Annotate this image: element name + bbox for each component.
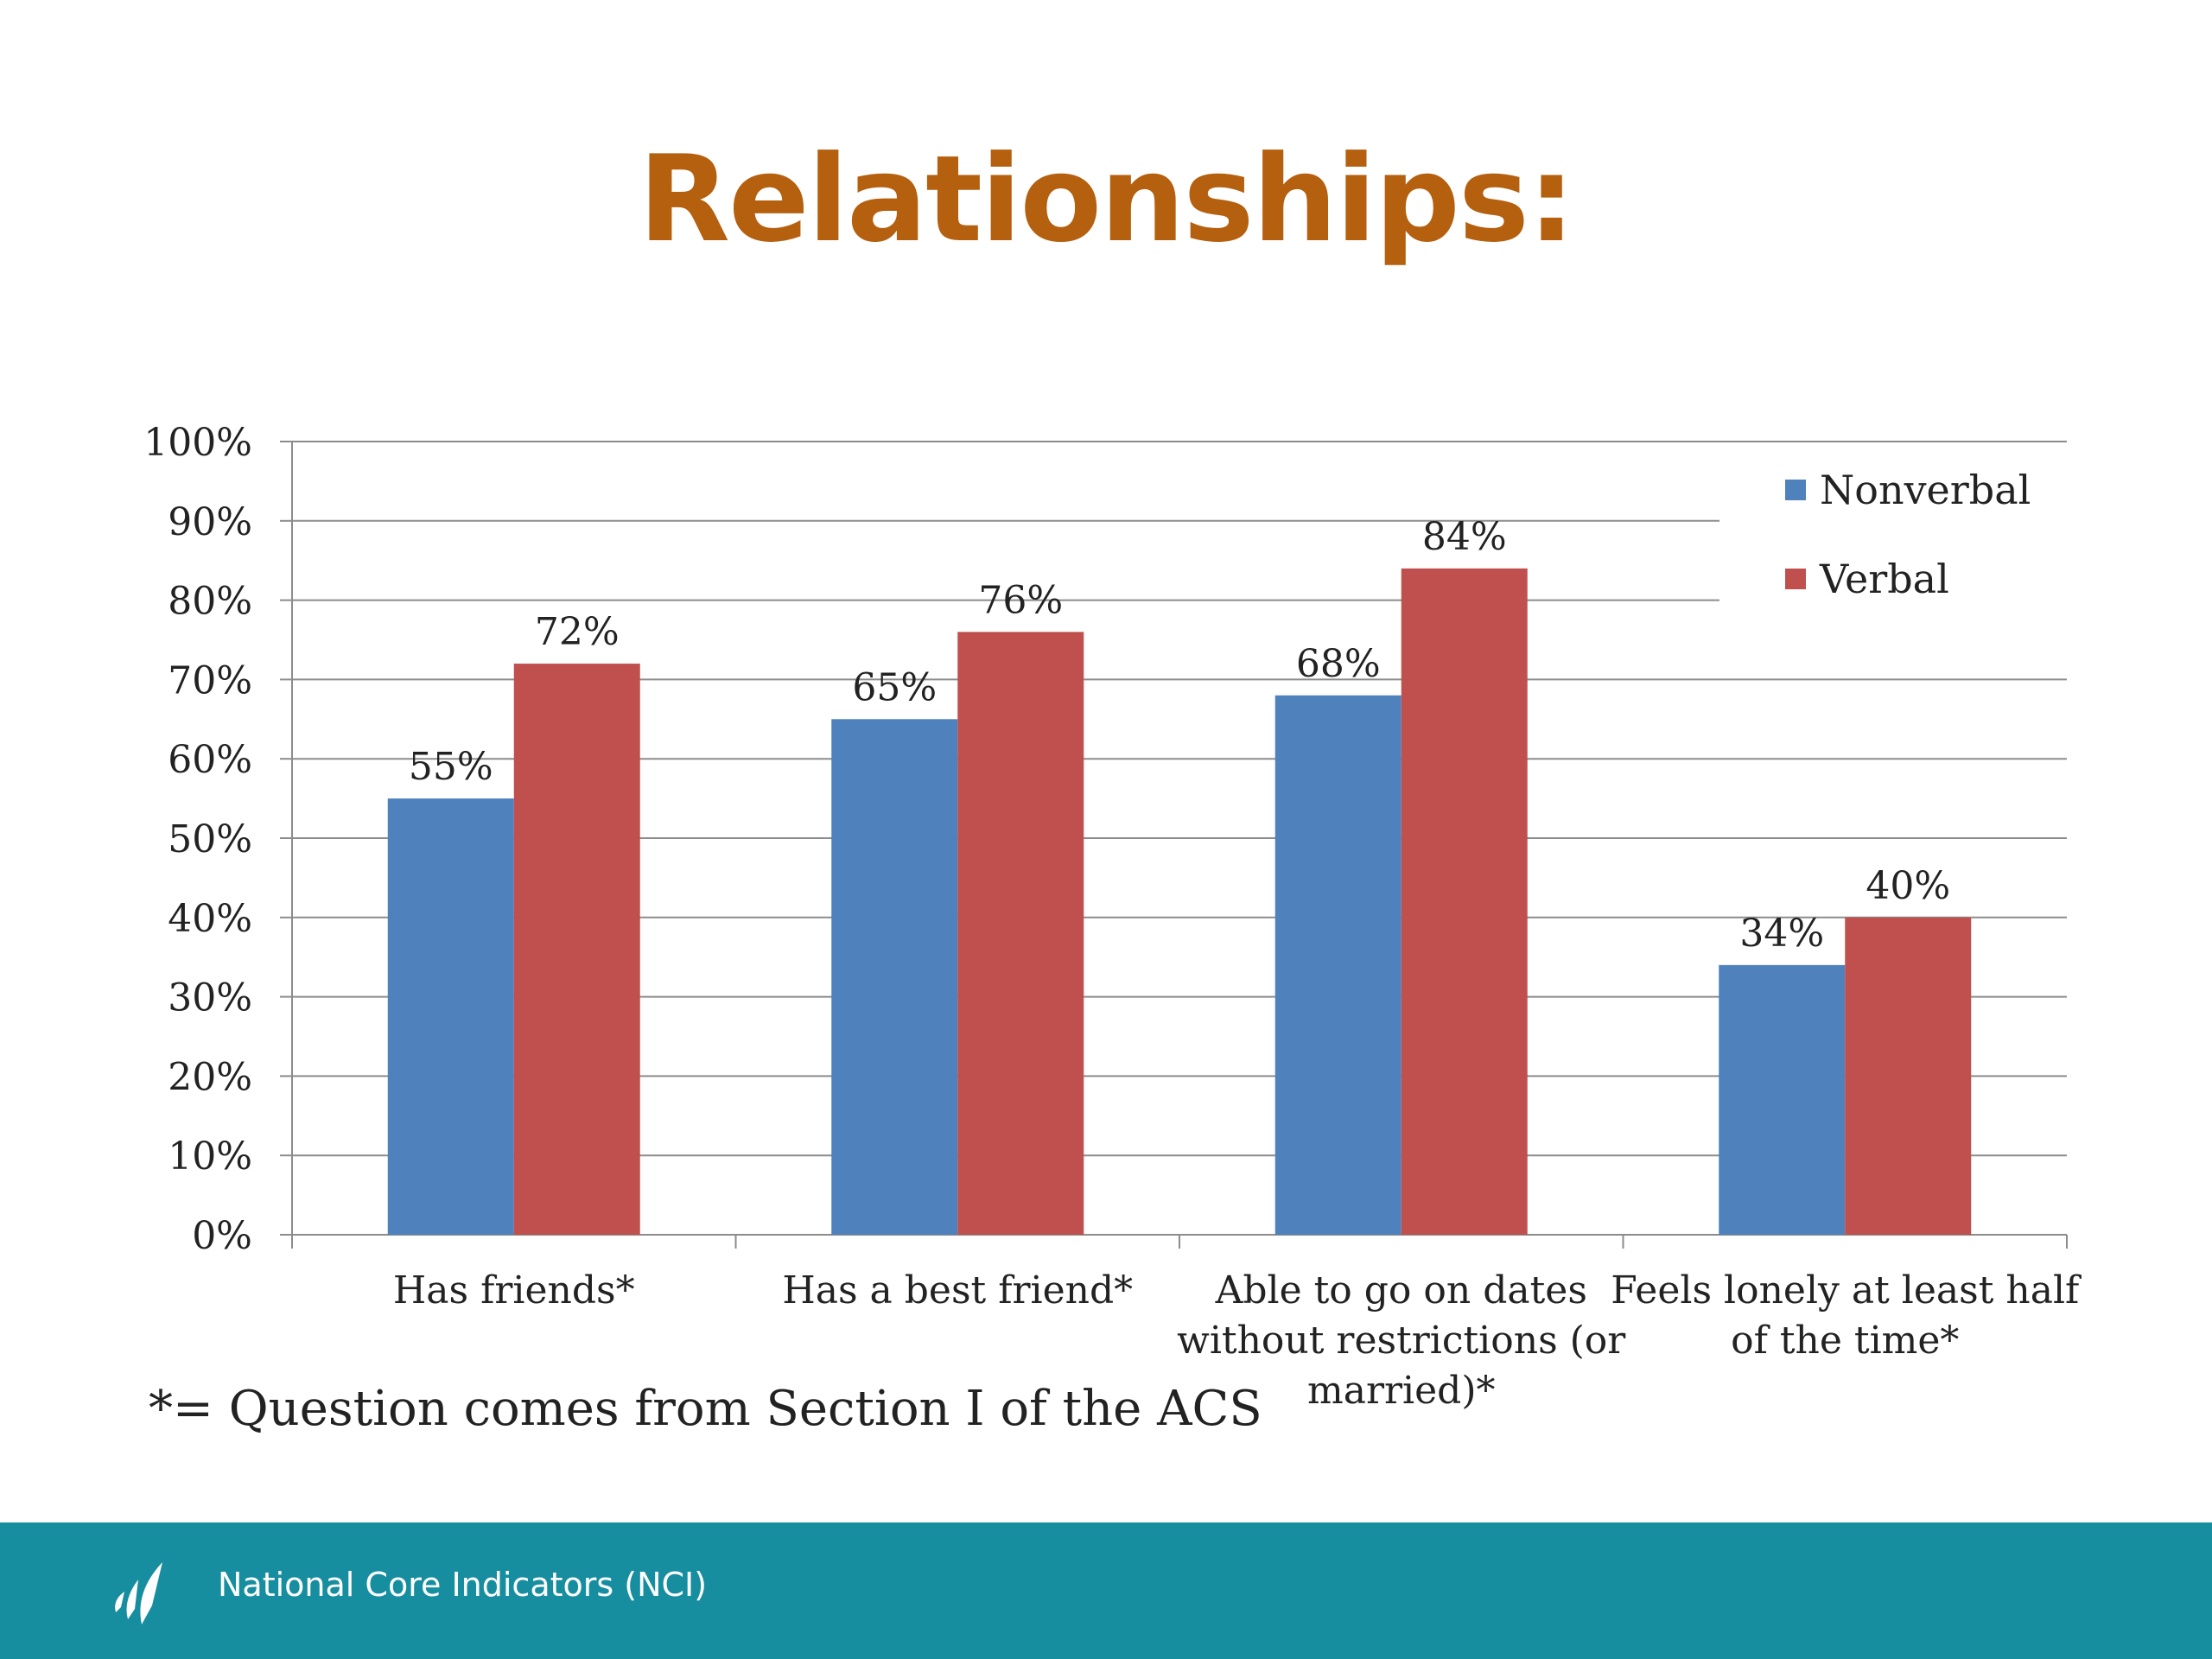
y-tick-label: 90% xyxy=(168,500,252,544)
bar-nonverbal xyxy=(831,719,958,1235)
y-tick-label: 50% xyxy=(168,817,252,861)
bar-verbal xyxy=(513,664,640,1235)
y-tick-label: 60% xyxy=(168,738,252,782)
x-category-label: without restrictions (or xyxy=(1177,1319,1626,1363)
y-tick-label: 80% xyxy=(168,580,252,624)
bar-verbal xyxy=(1845,917,1972,1235)
legend-swatch-verbal xyxy=(1785,569,1806,589)
bar-chart: 0% 10% 20% 30% 40% 50% 60% 70% 80% 90% 100% 55% 72% H… xyxy=(143,421,2082,1413)
y-tick-label: 100% xyxy=(143,421,252,465)
y-tick-label: 30% xyxy=(168,976,252,1020)
legend-label: Verbal xyxy=(1819,556,1949,602)
legend-label: Nonverbal xyxy=(1820,467,2031,513)
data-label: 84% xyxy=(1422,515,1507,559)
data-label: 72% xyxy=(535,610,620,654)
data-label: 68% xyxy=(1296,642,1381,686)
data-label: 34% xyxy=(1739,912,1824,956)
bar-nonverbal xyxy=(1274,695,1402,1235)
bar-nonverbal xyxy=(1719,964,1846,1235)
x-category-label: Has friends* xyxy=(393,1268,635,1313)
y-tick-label: 20% xyxy=(168,1055,252,1099)
nci-logo-icon xyxy=(115,1562,162,1624)
footnote: *= Question comes from Section I of the … xyxy=(149,1381,1262,1437)
data-label: 65% xyxy=(852,665,937,709)
x-category-label: Has a best friend* xyxy=(782,1268,1133,1313)
y-tick-label: 10% xyxy=(168,1135,252,1179)
legend-swatch-nonverbal xyxy=(1785,480,1806,500)
x-category-label: Able to go on dates xyxy=(1215,1268,1587,1313)
footer-bar: National Core Indicators (NCI) xyxy=(0,1522,2212,1659)
footer-text: National Core Indicators (NCI) xyxy=(218,1566,708,1604)
x-category-label: of the time* xyxy=(1731,1319,1959,1363)
x-category-label: Feels lonely at least half xyxy=(1611,1268,2082,1313)
data-label: 55% xyxy=(409,745,493,789)
slide-title: Relationships: xyxy=(638,130,1575,269)
bar-verbal xyxy=(1401,568,1528,1235)
bar-nonverbal xyxy=(387,798,514,1235)
y-tick-label: 70% xyxy=(168,658,252,702)
bar-verbal xyxy=(957,632,1084,1235)
y-tick-label: 0% xyxy=(192,1214,252,1258)
data-label: 40% xyxy=(1866,864,1950,908)
y-tick-label: 40% xyxy=(168,897,252,941)
x-category-label: married)* xyxy=(1307,1369,1495,1413)
data-label: 76% xyxy=(978,578,1063,622)
